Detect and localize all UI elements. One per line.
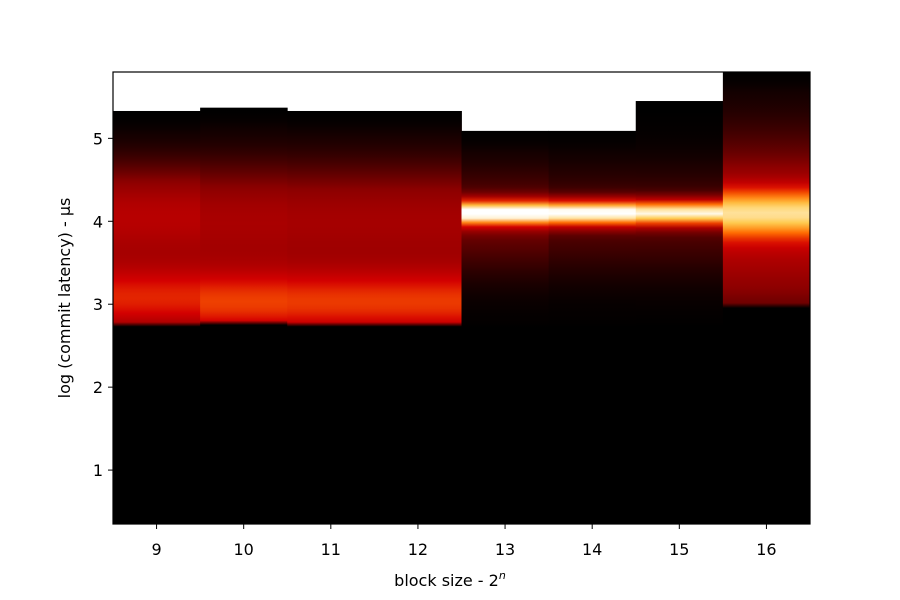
heatmap-column-11 [287, 110, 375, 524]
y-tick-label: 4 [93, 212, 103, 231]
heatmap-column-9 [113, 110, 201, 524]
y-axis-ticks: 1 2 3 4 5 [93, 129, 113, 480]
y-tick-label: 1 [93, 461, 103, 480]
x-tick-label: 10 [234, 540, 254, 559]
heatmap-column-16 [722, 72, 811, 524]
x-axis-ticks: 9 10 11 12 13 14 15 16 [151, 524, 777, 559]
heatmap-columns [113, 72, 811, 524]
x-tick-label: 14 [582, 540, 602, 559]
x-tick-label: 15 [669, 540, 689, 559]
x-tick-label: 13 [495, 540, 515, 559]
heatmap-column-10 [200, 107, 288, 524]
x-axis-label: block size - 2n [394, 569, 506, 590]
y-tick-label: 2 [93, 378, 103, 397]
x-tick-label: 16 [756, 540, 776, 559]
heatmap-column-12 [374, 110, 462, 524]
y-axis-label: log (commit latency) - μs [55, 198, 74, 399]
y-tick-label: 3 [93, 295, 103, 314]
x-tick-label: 11 [321, 540, 341, 559]
plot-frame [112, 71, 811, 525]
x-tick-label: 9 [151, 540, 161, 559]
heatmap-column-14 [548, 130, 637, 524]
heatmap-column-15 [635, 101, 724, 524]
heatmap-column-13 [461, 130, 550, 524]
y-tick-label: 5 [93, 129, 103, 148]
x-tick-label: 12 [408, 540, 428, 559]
